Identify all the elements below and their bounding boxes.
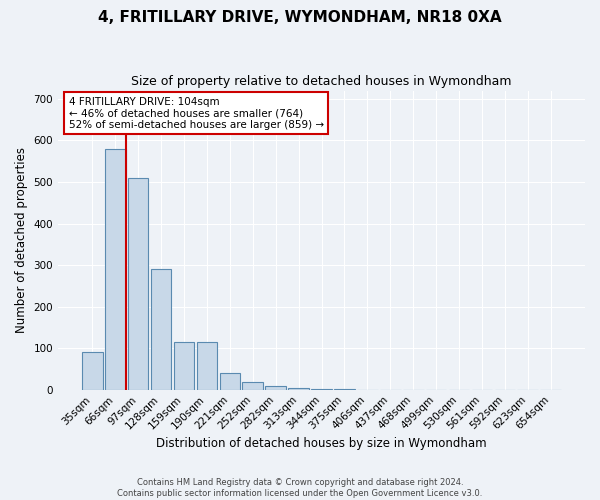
Bar <box>128 178 148 390</box>
Title: Size of property relative to detached houses in Wymondham: Size of property relative to detached ho… <box>131 75 512 88</box>
Bar <box>151 269 172 390</box>
Y-axis label: Number of detached properties: Number of detached properties <box>15 147 28 333</box>
Bar <box>334 389 355 390</box>
Bar <box>82 352 103 390</box>
Text: 4 FRITILLARY DRIVE: 104sqm
← 46% of detached houses are smaller (764)
52% of sem: 4 FRITILLARY DRIVE: 104sqm ← 46% of deta… <box>68 96 324 130</box>
Text: Contains HM Land Registry data © Crown copyright and database right 2024.
Contai: Contains HM Land Registry data © Crown c… <box>118 478 482 498</box>
Bar <box>311 389 332 390</box>
Text: 4, FRITILLARY DRIVE, WYMONDHAM, NR18 0XA: 4, FRITILLARY DRIVE, WYMONDHAM, NR18 0XA <box>98 10 502 25</box>
Bar <box>265 386 286 390</box>
Bar <box>288 388 309 390</box>
Bar <box>242 382 263 390</box>
Bar <box>105 148 125 390</box>
Bar <box>220 373 240 390</box>
Bar <box>173 342 194 390</box>
Bar <box>197 342 217 390</box>
X-axis label: Distribution of detached houses by size in Wymondham: Distribution of detached houses by size … <box>156 437 487 450</box>
